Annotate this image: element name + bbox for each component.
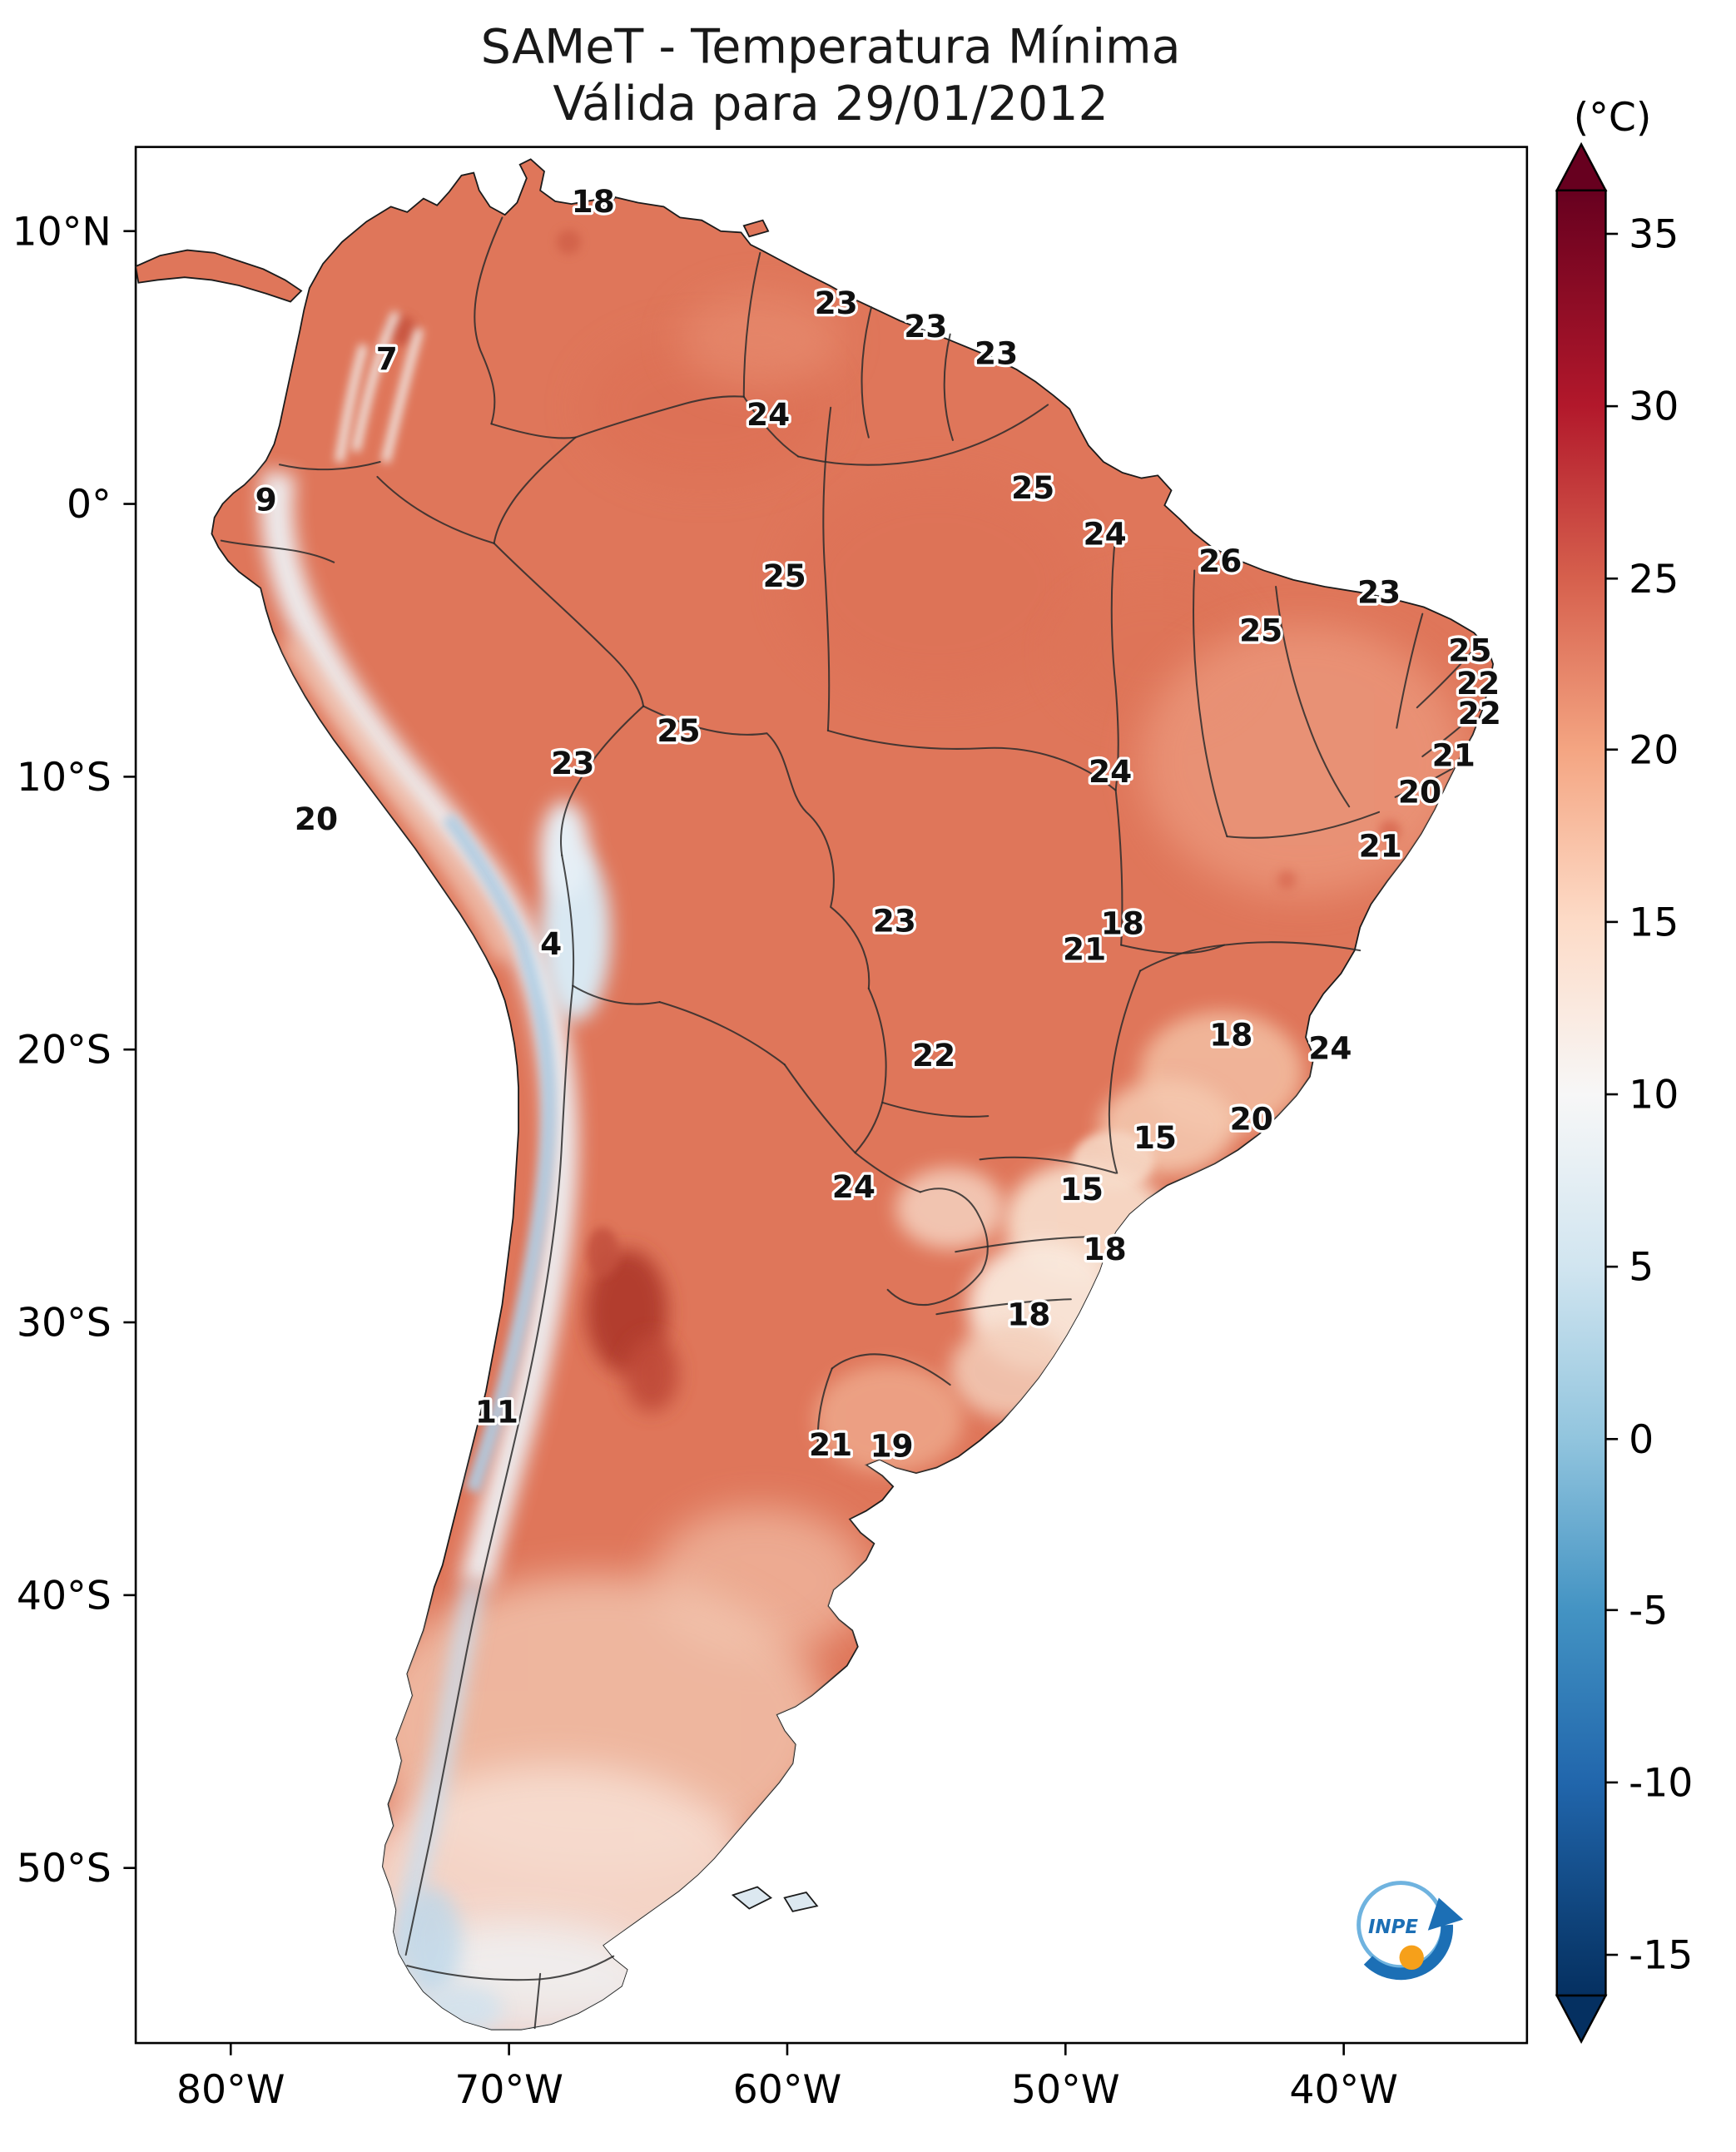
map-temp-label: 9 bbox=[255, 482, 277, 518]
colorbar-tick-label: 25 bbox=[1629, 557, 1679, 602]
map-temp-label: 22 bbox=[1456, 665, 1500, 702]
map-temp-label: 20 bbox=[1398, 773, 1441, 810]
andes-blue-core bbox=[441, 812, 557, 1494]
map-temp-label: 20 bbox=[295, 801, 338, 837]
map-temp-label: 22 bbox=[1458, 695, 1501, 731]
map-temp-label: 24 bbox=[1084, 515, 1127, 552]
map-temp-label: 23 bbox=[904, 308, 947, 345]
y-tick-label: 0° bbox=[67, 482, 112, 528]
x-tick-label: 40°W bbox=[1289, 2067, 1398, 2113]
map-temp-label: 7 bbox=[376, 340, 398, 377]
inpe-logo-text: INPE bbox=[1368, 1916, 1418, 1938]
map-temp-label: 24 bbox=[746, 396, 790, 433]
map-temp-label: 23 bbox=[551, 745, 594, 781]
colorbar: (°C) 35 30 25 20 15 10 5 0 -5 -10 -15 bbox=[1555, 95, 1693, 2045]
x-tick-label: 50°W bbox=[1011, 2067, 1120, 2113]
map-temp-label: 23 bbox=[873, 902, 916, 939]
colorbar-unit-label: (°C) bbox=[1574, 95, 1652, 141]
y-axis: 10°N 0° 10°S 20°S 30°S 40°S 50°S bbox=[12, 209, 136, 1892]
colorbar-gradient bbox=[1555, 189, 1607, 1997]
colorbar-tick-label: -15 bbox=[1629, 1933, 1693, 1979]
map-temp-label: 25 bbox=[763, 558, 806, 594]
y-tick-label: 20°S bbox=[17, 1028, 112, 1074]
colorbar-tick-label: 5 bbox=[1629, 1245, 1654, 1291]
colorbar-tick-label: 0 bbox=[1629, 1417, 1654, 1463]
colorbar-arrow-bottom bbox=[1555, 1994, 1608, 2045]
map-temp-label: 4 bbox=[540, 925, 562, 962]
colorbar-ticks: 35 30 25 20 15 10 5 0 -5 -10 -15 bbox=[1605, 212, 1693, 1979]
map-temp-label: 21 bbox=[1063, 931, 1106, 968]
x-tick-label: 60°W bbox=[733, 2067, 842, 2113]
map-temp-label: 25 bbox=[1011, 469, 1054, 506]
landmass-layer bbox=[135, 158, 1494, 2031]
map-temp-label: 25 bbox=[1239, 612, 1282, 648]
colorbar-tick-label: 15 bbox=[1629, 900, 1679, 945]
x-tick-label: 80°W bbox=[176, 2067, 285, 2113]
map-temp-label: 23 bbox=[815, 285, 858, 321]
colorbar-tick-label: 30 bbox=[1629, 384, 1679, 430]
y-tick-label: 40°S bbox=[17, 1573, 112, 1619]
falkland-west-island bbox=[731, 1886, 773, 1910]
map-temp-label: 15 bbox=[1133, 1119, 1177, 1156]
x-axis: 80°W 70°W 60°W 50°W 40°W bbox=[176, 2043, 1398, 2113]
y-tick-label: 30°S bbox=[17, 1301, 112, 1346]
colorbar-tick-label: 20 bbox=[1629, 727, 1679, 773]
y-tick-label: 50°S bbox=[17, 1846, 112, 1892]
colorbar-tick-label: 10 bbox=[1629, 1073, 1679, 1118]
map-temp-label: 24 bbox=[832, 1168, 875, 1205]
map-temp-label: 23 bbox=[975, 335, 1018, 372]
inpe-logo-swoosh-icon bbox=[1363, 1924, 1453, 1981]
map-temp-label: 24 bbox=[1089, 753, 1132, 790]
colorbar-tick-label: 35 bbox=[1629, 212, 1679, 258]
map-temp-label: 18 bbox=[1084, 1231, 1127, 1267]
colorbar-tick-label: -5 bbox=[1629, 1588, 1668, 1634]
map-temp-label: 18 bbox=[1209, 1016, 1252, 1053]
map-temp-label: 18 bbox=[1101, 905, 1144, 942]
colorbar-arrow-top bbox=[1555, 141, 1608, 192]
map-temp-label: 21 bbox=[809, 1426, 852, 1463]
y-tick-label: 10°N bbox=[12, 209, 112, 255]
map-temp-label: 25 bbox=[1448, 632, 1491, 669]
map-temp-label: 20 bbox=[1230, 1100, 1273, 1137]
map-temp-label: 21 bbox=[1432, 736, 1476, 773]
falkland-east-island bbox=[783, 1892, 819, 1912]
map-temp-label: 18 bbox=[572, 183, 615, 220]
map-temp-label: 26 bbox=[1198, 543, 1242, 579]
inpe-logo: INPE bbox=[1357, 1881, 1464, 1981]
state-borders bbox=[822, 406, 1484, 1316]
map-temp-label: 19 bbox=[870, 1427, 913, 1464]
x-tick-label: 70°W bbox=[454, 2067, 563, 2113]
trinidad-island bbox=[742, 219, 770, 238]
map-temp-label: 15 bbox=[1060, 1171, 1104, 1207]
page-title: SAMeT - Temperatura Mínima bbox=[481, 19, 1181, 74]
map-temp-label: 25 bbox=[657, 712, 700, 749]
page-subtitle: Válida para 29/01/2012 bbox=[553, 77, 1108, 131]
map-temp-label: 18 bbox=[1007, 1296, 1050, 1332]
country-borders bbox=[220, 216, 1049, 2030]
map-temp-label: 24 bbox=[1308, 1030, 1352, 1067]
colorbar-tick-label: -10 bbox=[1629, 1760, 1693, 1806]
temperature-shading-layer bbox=[260, 230, 1466, 2030]
panama-strip bbox=[135, 249, 303, 303]
coastal-desert-band bbox=[280, 635, 514, 963]
map-temp-label: 22 bbox=[912, 1037, 955, 1074]
y-tick-label: 10°S bbox=[17, 755, 112, 801]
map-temp-label: 21 bbox=[1359, 828, 1402, 865]
map-temp-label: 23 bbox=[1357, 574, 1401, 611]
map-temp-label: 11 bbox=[475, 1394, 518, 1431]
inpe-logo-orange-dot-icon bbox=[1399, 1945, 1424, 1970]
